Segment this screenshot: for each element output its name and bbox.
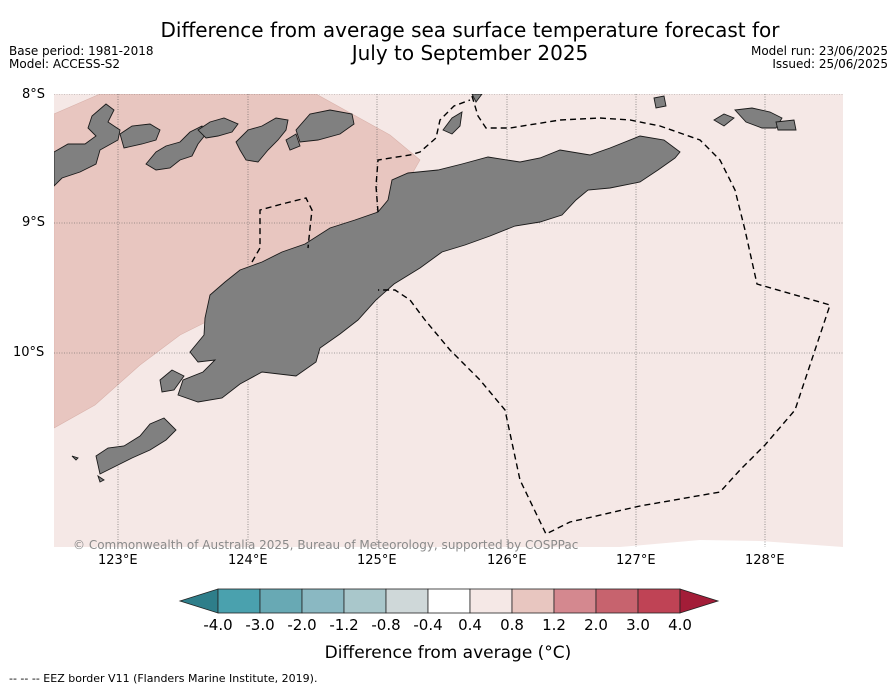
land-islet-4 bbox=[713, 113, 735, 127]
land-islet-6 bbox=[775, 119, 797, 131]
colorbar-bin-6 bbox=[427, 588, 471, 614]
white-strip bbox=[620, 540, 843, 547]
base-period: Base period: 1981-2018 bbox=[9, 44, 154, 58]
colorbar-bin-7 bbox=[469, 588, 513, 614]
land-islet-7 bbox=[471, 94, 483, 103]
colorbar bbox=[178, 588, 720, 614]
lat-label-8s: 8°S bbox=[22, 87, 46, 102]
colorbar-bin-9 bbox=[553, 588, 597, 614]
land-islet-8 bbox=[71, 455, 79, 461]
colorbar-under-arrow bbox=[178, 588, 219, 614]
colorbar-tick: 0.8 bbox=[500, 616, 524, 634]
lon-label-126e: 126°E bbox=[487, 553, 527, 568]
lat-label-10s: 10°S bbox=[13, 345, 45, 360]
land-islet-1 bbox=[285, 133, 301, 151]
colorbar-bin-4 bbox=[343, 588, 387, 614]
chart-title: Difference from average sea surface temp… bbox=[0, 19, 896, 65]
meta-left: Base period: 1981-2018 Model: ACCESS-S2 bbox=[9, 45, 154, 71]
colorbar-tick: 3.0 bbox=[626, 616, 650, 634]
colorbar-bin-1 bbox=[217, 588, 261, 614]
colorbar-tick: 1.2 bbox=[542, 616, 566, 634]
lon-label-125e: 125°E bbox=[357, 553, 397, 568]
colorbar-tick: 4.0 bbox=[668, 616, 692, 634]
colorbar-bin-8 bbox=[511, 588, 555, 614]
model-name: Model: ACCESS-S2 bbox=[9, 57, 121, 71]
colorbar-bin-10 bbox=[595, 588, 639, 614]
land-islet-2 bbox=[442, 111, 463, 135]
colorbar-bin-5 bbox=[385, 588, 429, 614]
eez-legend-footnote: -- -- -- EEZ border V11 (Flanders Marine… bbox=[9, 672, 318, 685]
colorbar-tick: 0.4 bbox=[458, 616, 482, 634]
lat-label-9s: 9°S bbox=[22, 215, 46, 230]
land-alor bbox=[235, 117, 289, 163]
land-wetar bbox=[295, 109, 355, 143]
lon-label-123e: 123°E bbox=[98, 553, 138, 568]
lon-label-127e: 127°E bbox=[616, 553, 656, 568]
lon-label-128e: 128°E bbox=[745, 553, 785, 568]
lon-label-124e: 124°E bbox=[228, 553, 268, 568]
colorbar-tick: 2.0 bbox=[584, 616, 608, 634]
colorbar-bin-3 bbox=[301, 588, 345, 614]
colorbar-bin-2 bbox=[259, 588, 303, 614]
issued-date: Issued: 25/06/2025 bbox=[772, 57, 888, 71]
colorbar-bin-11 bbox=[637, 588, 681, 614]
title-line-2: July to September 2025 bbox=[351, 41, 589, 65]
land-rote bbox=[95, 417, 177, 475]
colorbar-tick: -0.4 bbox=[413, 616, 443, 634]
colorbar-label: Difference from average (°C) bbox=[324, 643, 572, 663]
colorbar-tick: -1.2 bbox=[329, 616, 359, 634]
colorbar-tick: -2.0 bbox=[287, 616, 317, 634]
colorbar-tick: -4.0 bbox=[203, 616, 233, 634]
title-line-1: Difference from average sea surface temp… bbox=[160, 18, 780, 42]
land-pantar bbox=[197, 117, 239, 139]
land-timor bbox=[177, 135, 681, 403]
land-flores bbox=[54, 103, 121, 187]
copyright-notice: © Commonwealth of Australia 2025, Bureau… bbox=[73, 538, 579, 552]
model-run: Model run: 23/06/2025 bbox=[750, 44, 888, 58]
land-adonara bbox=[119, 123, 161, 149]
land-semau bbox=[159, 369, 185, 393]
colorbar-tick: -0.8 bbox=[371, 616, 401, 634]
land-masses bbox=[54, 94, 797, 483]
colorbar-tick: -3.0 bbox=[245, 616, 275, 634]
land-islet-3 bbox=[653, 95, 667, 109]
meta-right: Model run: 23/06/2025 Issued: 25/06/2025 bbox=[751, 45, 888, 71]
land-islet-9 bbox=[97, 474, 105, 483]
colorbar-over-arrow bbox=[679, 588, 720, 614]
eez-border bbox=[251, 95, 831, 535]
